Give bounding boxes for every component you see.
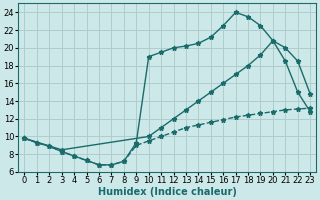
X-axis label: Humidex (Indice chaleur): Humidex (Indice chaleur) [98, 187, 237, 197]
